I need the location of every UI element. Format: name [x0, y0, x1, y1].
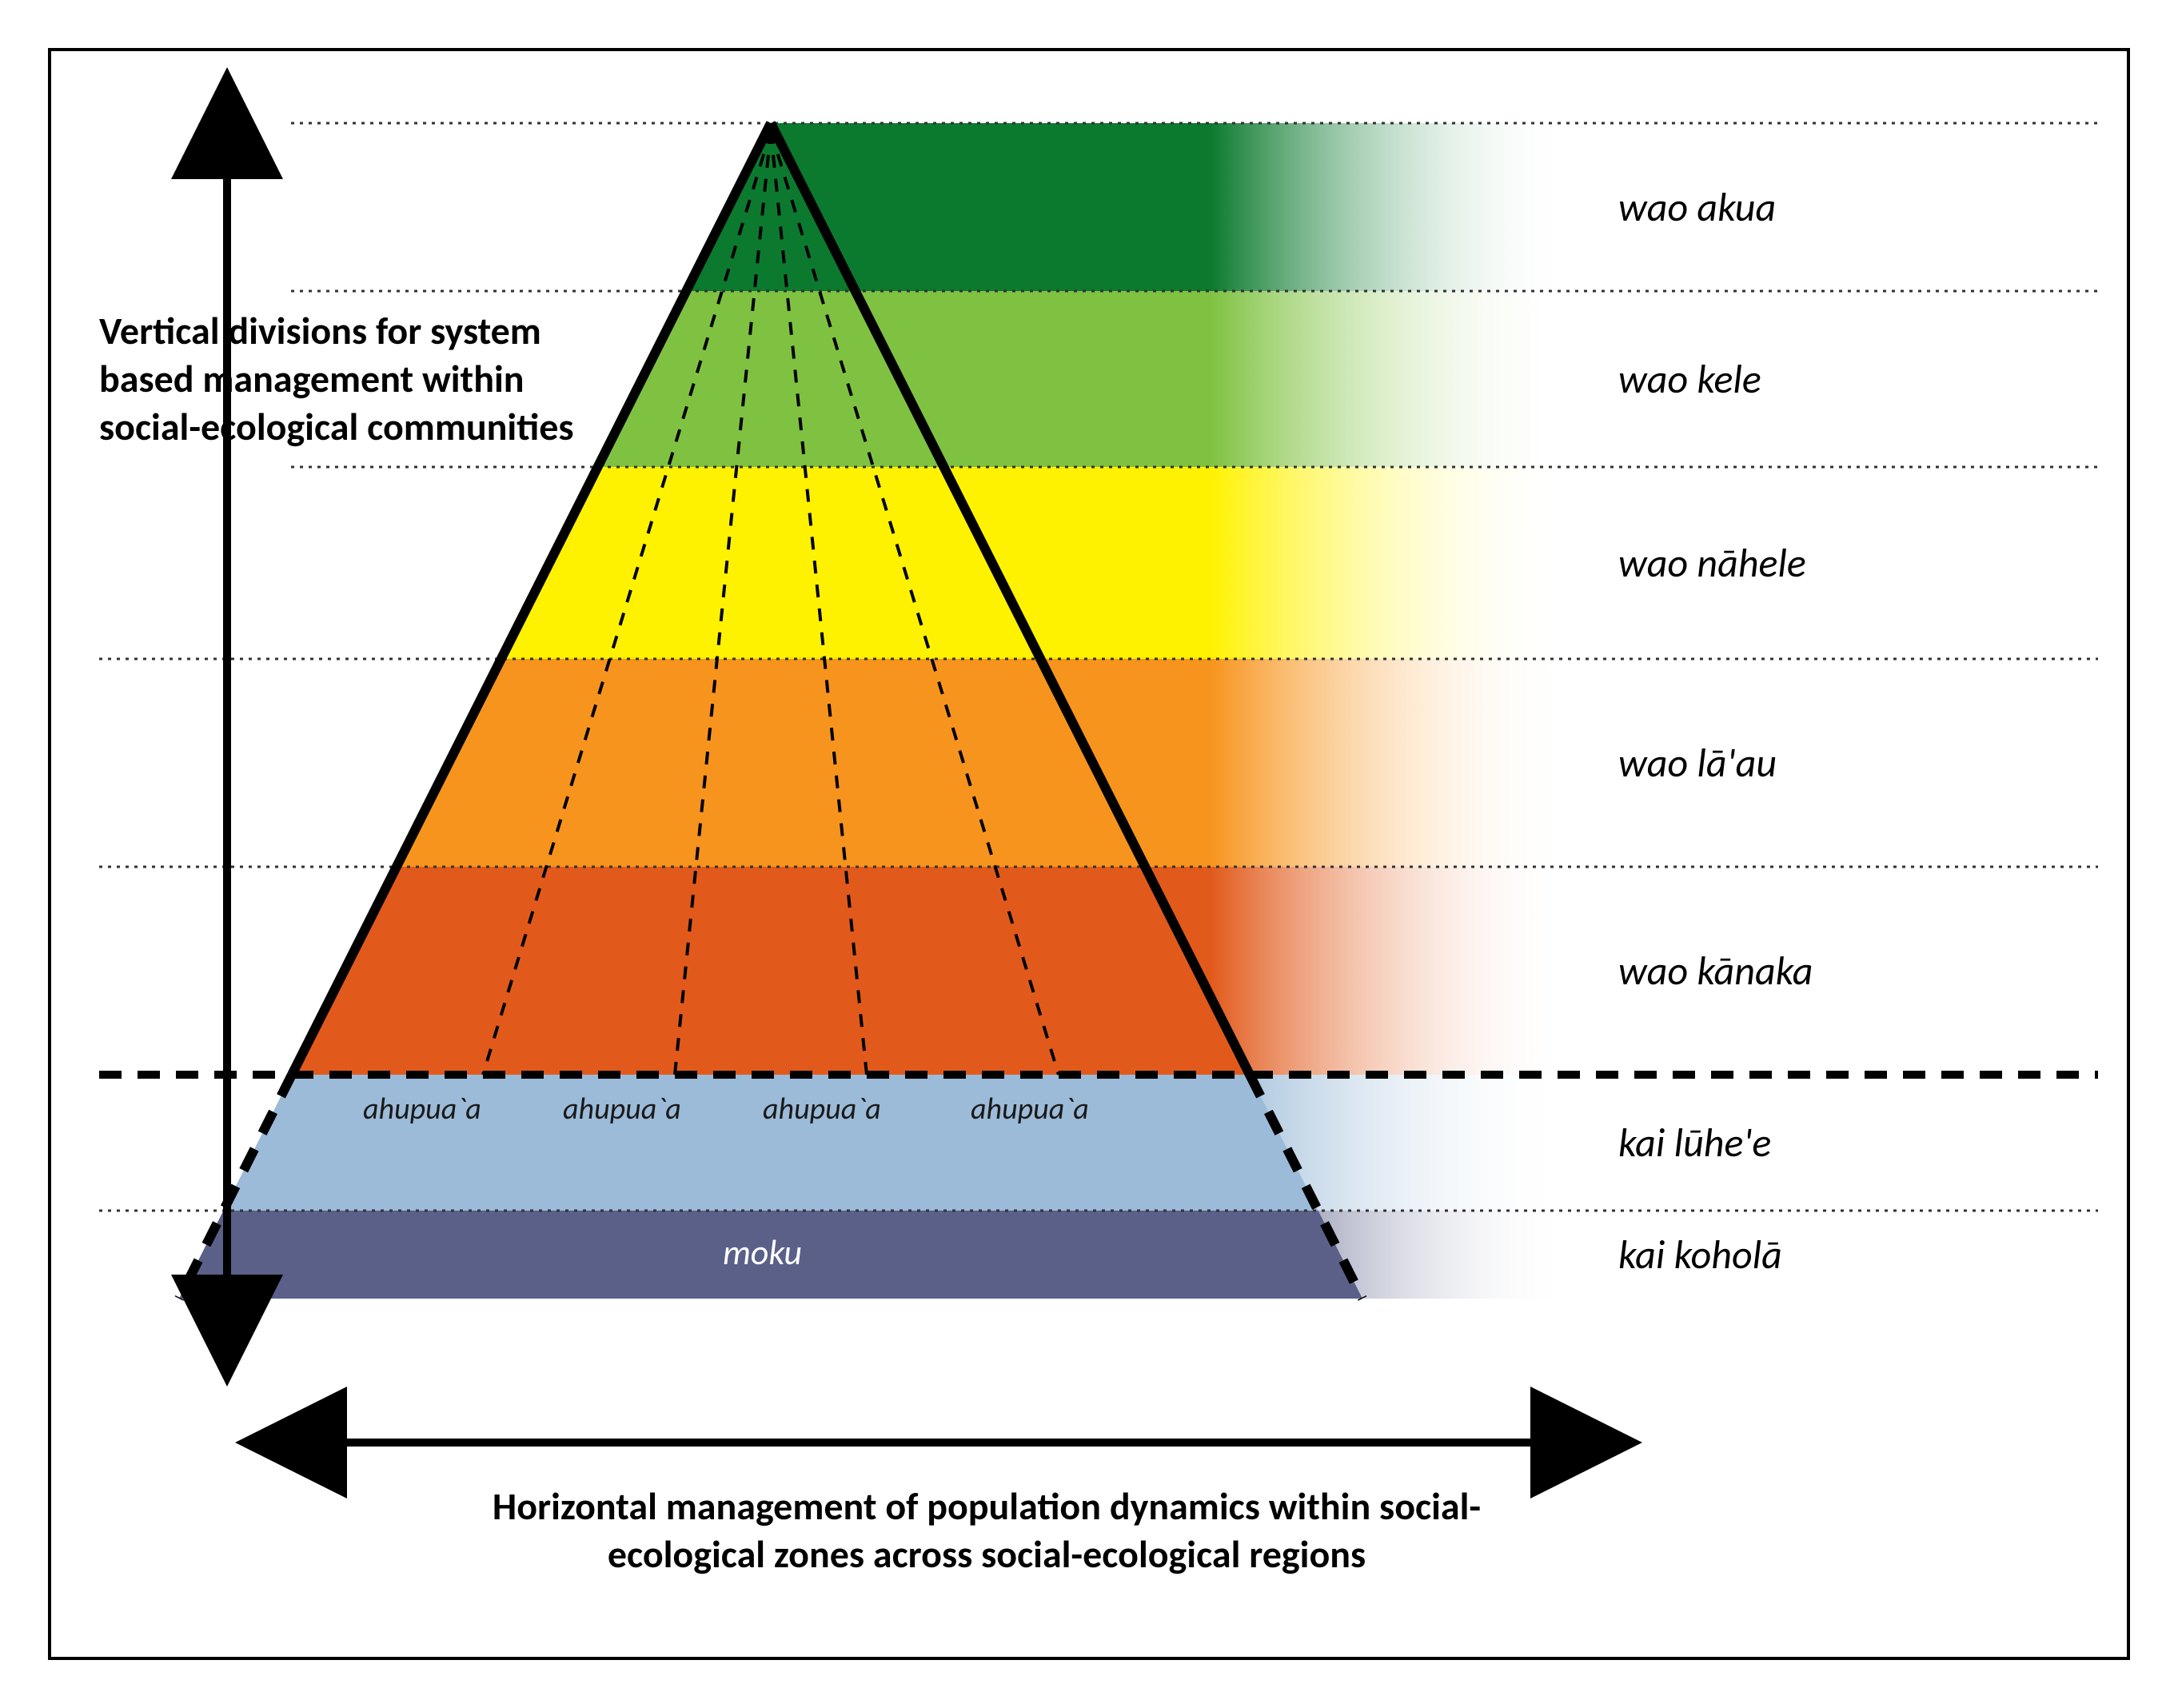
- ahupuaa-label-4: ahupua`a: [971, 1091, 1089, 1127]
- ahupuaa-label-2: ahupua`a: [563, 1091, 681, 1127]
- zone-label-wao-kele: wao kele: [1618, 355, 1761, 404]
- zone-label-kai-luhee: kai lūhe'e: [1618, 1119, 1771, 1167]
- ahupuaa-label-3: ahupua`a: [763, 1091, 881, 1127]
- zone-label-kai-kohola: kai koholā: [1618, 1231, 1782, 1279]
- band-fade-0: [771, 123, 1570, 291]
- zone-label-wao-kanaka: wao kānaka: [1618, 947, 1813, 996]
- horizontal-axis-label: Horizontal management of population dyna…: [467, 1483, 1506, 1578]
- ahupuaa-label-1: ahupua`a: [363, 1091, 481, 1127]
- vertical-axis-label: Vertical divisions for system based mana…: [99, 307, 595, 451]
- diagram-frame: wao akua wao kele wao nāhele wao lā'au w…: [48, 48, 2130, 1660]
- band-kai-kohola: [51, 1211, 2133, 1299]
- pyramid-diagram: [51, 51, 2133, 1663]
- zone-label-wao-laau: wao lā'au: [1618, 739, 1777, 788]
- zone-label-wao-akua: wao akua: [1618, 183, 1776, 232]
- band-wao-kanaka: [51, 867, 2133, 1075]
- zone-label-wao-nahele: wao nāhele: [1618, 539, 1806, 588]
- moku-label: moku: [723, 1231, 802, 1274]
